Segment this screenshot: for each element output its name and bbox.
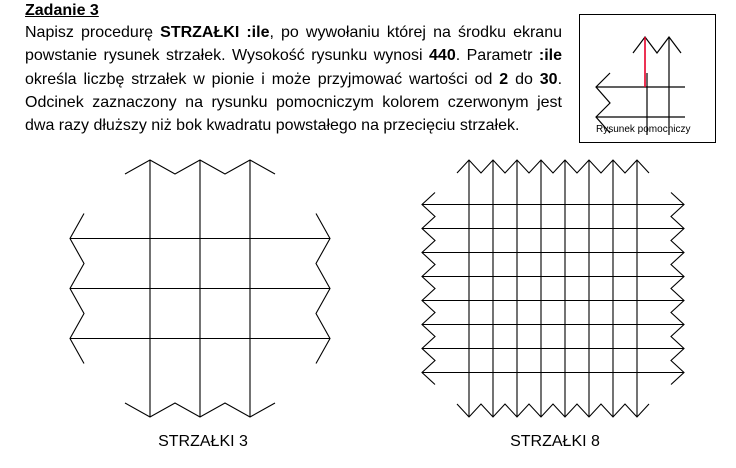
arrows-drawing-3 <box>69 159 331 418</box>
task-title: Zadanie 3 <box>25 2 99 19</box>
bottom-arrowheads <box>124 402 276 418</box>
text-part: Napisz procedurę <box>25 24 161 41</box>
text-part: określa liczbę strzałek w pionie i może … <box>25 70 500 88</box>
top-arrowheads <box>456 159 650 174</box>
arrows-drawing-8 <box>421 159 685 418</box>
helper-caption: Rysunek pomocniczy <box>596 124 691 135</box>
min-value: 2 <box>499 70 509 88</box>
parameter-name: :ile <box>538 47 562 65</box>
height-value: 440 <box>429 47 456 65</box>
figure-strzalki-8 <box>414 155 694 423</box>
left-arrowheads <box>421 192 436 385</box>
right-arrowheads <box>315 213 331 364</box>
text-part: do <box>508 70 540 88</box>
bottom-arrowheads <box>456 403 650 418</box>
top-arrowheads <box>124 159 276 175</box>
figure-caption-8: STRZAŁKI 8 <box>510 433 600 450</box>
helper-arrows-svg <box>595 36 685 135</box>
procedure-name: STRZAŁKI :ile <box>160 24 270 41</box>
right-arrowheads <box>670 192 685 385</box>
figure-caption-3: STRZAŁKI 3 <box>158 433 248 450</box>
figure-strzalki-3 <box>60 155 345 423</box>
text-part: . Parametr <box>455 47 539 65</box>
text-part: . Odcinek zaznaczony na rysunku pomocnic… <box>25 70 563 135</box>
task-description: Napisz procedurę STRZAŁKI :ile, po wywoł… <box>25 21 562 137</box>
left-arrowheads <box>69 213 85 364</box>
helper-drawing: Rysunek pomocniczy <box>579 14 716 143</box>
text-part: , po wywołaniu której na środku ekranu p… <box>25 24 563 65</box>
max-value: 30 <box>539 70 558 88</box>
